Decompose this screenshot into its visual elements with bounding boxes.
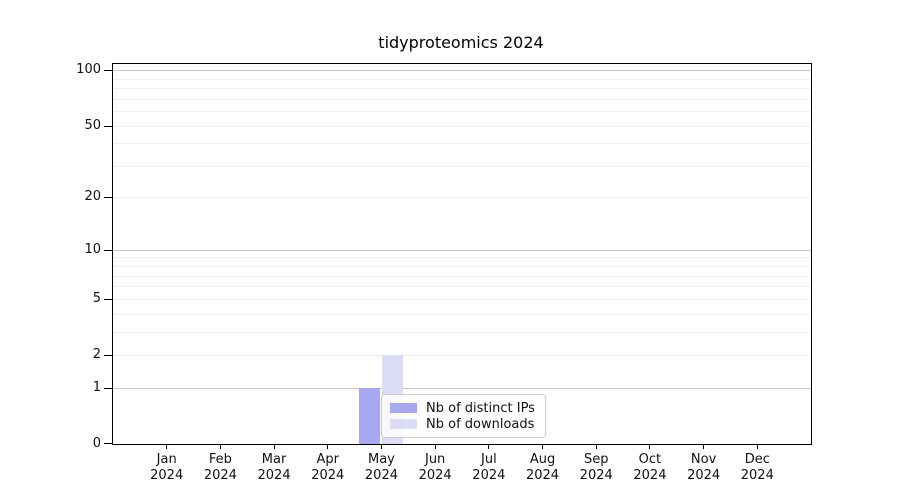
minor-gridline [113,88,811,90]
y-tick-mark [104,125,113,127]
minor-gridline [113,286,811,288]
minor-gridline [113,331,811,333]
x-tick-label: Dec 2024 [741,452,774,484]
x-tick-month: Oct [638,452,662,467]
x-tick-month: Nov [690,452,717,467]
major-gridline [113,70,811,72]
minor-gridline [113,165,811,167]
major-gridline [113,249,811,251]
minor-gridline [113,257,811,259]
y-tick-label: 2 [92,347,101,362]
x-tick-label: Aug 2024 [526,452,559,484]
x-tick-mark [595,444,597,449]
minor-gridline [113,143,811,145]
x-tick-label: Jul 2024 [472,452,505,484]
y-tick-label: 20 [84,189,101,205]
major-gridline [113,387,811,389]
x-tick-year: 2024 [257,468,291,483]
y-tick-mark [104,387,113,389]
x-tick-mark [542,444,544,449]
x-tick-month: May [368,452,395,467]
minor-gridline [113,98,811,100]
x-tick-year: 2024 [311,468,345,483]
x-tick-mark [327,444,329,449]
minor-gridline [113,275,811,277]
x-tick-mark [756,444,758,449]
bar-distinct-ips [359,387,381,444]
legend: Nb of distinct IPs Nb of downloads [381,394,546,438]
y-tick-mark [104,298,113,300]
y-tick-label: 50 [84,117,101,133]
y-tick-label: 100 [76,62,101,78]
x-tick-year: 2024 [525,468,560,483]
minor-gridline [113,197,811,199]
x-tick-label: Feb 2024 [204,452,237,484]
x-tick-year: 2024 [579,468,613,483]
x-tick-month: Apr [316,452,340,467]
x-tick-month: Feb [208,452,232,467]
x-tick-year: 2024 [687,468,721,483]
x-tick-mark [434,444,436,449]
minor-gridline [113,78,811,80]
x-tick-mark [703,444,705,449]
x-tick-label: Apr 2024 [311,452,344,484]
x-tick-month: Dec [744,452,770,467]
x-tick-year: 2024 [740,468,774,483]
x-tick-mark [649,444,651,449]
x-tick-year: 2024 [203,468,237,483]
y-tick-mark [104,249,113,251]
legend-label-downloads: Nb of downloads [426,416,535,432]
x-tick-month: Mar [261,452,287,467]
x-tick-mark [488,444,490,449]
plot-area: Nb of distinct IPs Nb of downloads 0 1 2 5 1… [76,62,812,483]
minor-gridline [113,266,811,268]
x-tick-label: Mar 2024 [258,452,291,484]
legend-label-distinct-ips: Nb of distinct IPs [426,400,535,416]
x-tick-year: 2024 [150,468,184,483]
x-tick-month: Aug [529,452,556,467]
legend-swatch-distinct-ips [390,403,417,413]
minor-gridline [113,125,811,127]
y-tick-label: 1 [92,379,101,395]
x-tick-month: Jun [424,452,446,467]
x-tick-label: Sep 2024 [580,452,613,484]
legend-swatch-downloads [390,419,417,429]
minor-gridline [113,355,811,356]
x-tick-month: Jan [156,452,177,467]
x-tick-label: Jan 2024 [150,452,183,484]
y-tick-label: 0 [92,436,101,451]
y-tick-label: 10 [84,241,101,257]
x-tick-year: 2024 [364,468,398,483]
y-tick-label: 5 [92,290,101,306]
y-tick-mark [104,70,113,72]
x-tick-label: Oct 2024 [633,452,666,484]
legend-item-downloads: Nb of downloads [390,417,537,432]
x-tick-label: Nov 2024 [687,452,720,484]
x-tick-mark [273,444,275,449]
y-tick-mark [104,197,113,199]
x-tick-month: Jul [481,452,497,467]
x-tick-year: 2024 [472,468,506,483]
chart-title: tidyproteomics 2024 [378,33,544,52]
x-tick-mark [219,444,221,449]
x-tick-label: Jun 2024 [419,452,452,484]
legend-item-distinct-ips: Nb of distinct IPs [390,401,537,416]
x-tick-mark [380,444,382,449]
x-tick-month: Sep [583,452,609,467]
x-tick-mark [166,444,168,449]
x-tick-year: 2024 [418,468,452,483]
x-tick-year: 2024 [633,468,667,483]
y-tick-mark [104,355,113,356]
x-tick-label: May 2024 [365,452,398,484]
minor-gridline [113,111,811,113]
y-tick-mark [104,443,113,444]
minor-gridline [113,298,811,300]
minor-gridline [113,313,811,315]
